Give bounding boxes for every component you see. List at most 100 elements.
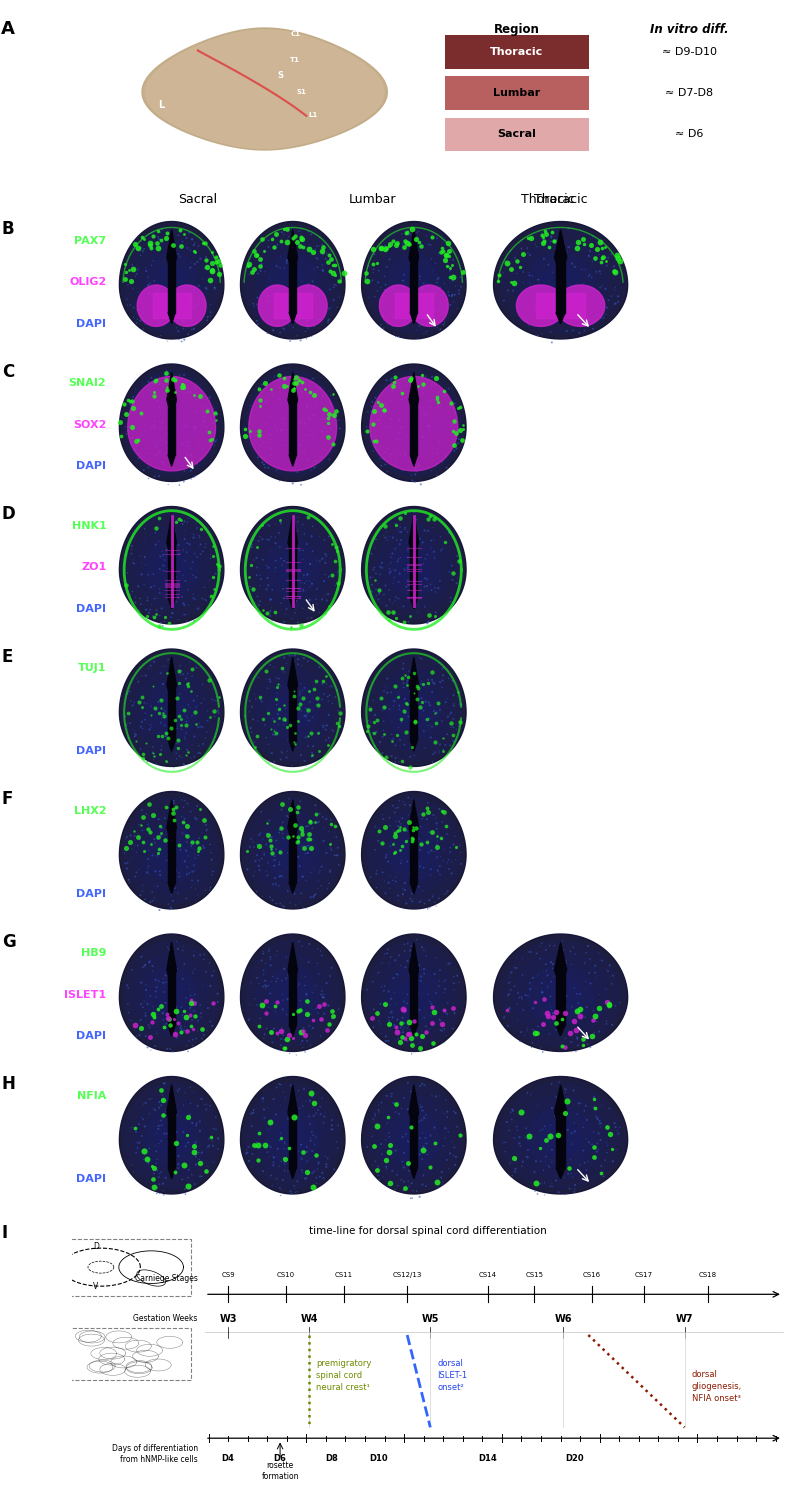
Point bbox=[436, 1170, 449, 1194]
Point bbox=[301, 1140, 314, 1164]
Point bbox=[447, 290, 460, 314]
Point bbox=[430, 981, 443, 1005]
Point bbox=[121, 561, 134, 585]
Point bbox=[451, 419, 464, 442]
Point bbox=[375, 405, 387, 429]
Text: ISLET1: ISLET1 bbox=[64, 990, 106, 999]
Point bbox=[421, 790, 434, 814]
Point bbox=[601, 296, 614, 320]
Point bbox=[132, 598, 145, 622]
Point bbox=[200, 1092, 213, 1116]
Point bbox=[196, 231, 209, 255]
Point bbox=[188, 316, 200, 340]
Point bbox=[207, 396, 220, 420]
Point bbox=[245, 1155, 258, 1179]
Point bbox=[283, 1041, 296, 1065]
Point bbox=[152, 279, 165, 303]
Point bbox=[192, 288, 205, 312]
Point bbox=[169, 296, 182, 320]
Point bbox=[533, 934, 546, 958]
Point bbox=[277, 366, 290, 390]
Point bbox=[282, 1023, 295, 1047]
Point bbox=[144, 237, 157, 261]
Point bbox=[322, 310, 334, 334]
Point bbox=[276, 419, 289, 442]
Point bbox=[200, 818, 213, 842]
Point bbox=[157, 408, 170, 432]
Point bbox=[295, 286, 308, 310]
Point bbox=[262, 555, 275, 579]
Point bbox=[530, 1172, 543, 1196]
Point bbox=[371, 279, 384, 303]
Polygon shape bbox=[241, 507, 345, 624]
Point bbox=[310, 1125, 322, 1149]
Point bbox=[138, 690, 151, 714]
Point bbox=[192, 274, 205, 298]
Point bbox=[156, 1113, 168, 1137]
Polygon shape bbox=[124, 228, 219, 333]
Point bbox=[188, 1134, 200, 1158]
Polygon shape bbox=[398, 550, 430, 586]
Point bbox=[415, 472, 427, 496]
Point bbox=[188, 688, 200, 712]
Point bbox=[369, 1102, 382, 1126]
Point bbox=[504, 1000, 516, 1024]
Point bbox=[314, 549, 326, 573]
Point bbox=[436, 450, 449, 474]
Point bbox=[277, 549, 290, 573]
Point bbox=[448, 282, 461, 306]
Point bbox=[137, 830, 150, 854]
Point bbox=[550, 1168, 563, 1192]
Point bbox=[290, 1042, 302, 1066]
Point bbox=[415, 1108, 428, 1132]
Point bbox=[286, 471, 299, 495]
Point bbox=[300, 1160, 313, 1184]
Point bbox=[243, 262, 256, 286]
Point bbox=[200, 1019, 213, 1042]
Point bbox=[174, 1020, 187, 1044]
Point bbox=[290, 243, 302, 267]
Point bbox=[265, 310, 278, 334]
Point bbox=[132, 574, 144, 598]
Point bbox=[550, 1084, 563, 1108]
Point bbox=[367, 261, 379, 285]
Point bbox=[126, 426, 139, 450]
Point bbox=[153, 580, 166, 604]
Polygon shape bbox=[124, 940, 219, 1046]
Point bbox=[152, 506, 165, 530]
Point bbox=[151, 1158, 164, 1182]
Point bbox=[306, 572, 318, 596]
Text: CS18: CS18 bbox=[491, 1052, 516, 1060]
Point bbox=[525, 226, 537, 251]
Point bbox=[504, 238, 517, 262]
Point bbox=[213, 554, 225, 578]
Point bbox=[383, 561, 396, 585]
Point bbox=[283, 786, 296, 810]
Point bbox=[504, 1150, 516, 1174]
Point bbox=[212, 686, 225, 709]
Point bbox=[277, 810, 290, 834]
Point bbox=[257, 975, 269, 999]
Point bbox=[156, 1000, 169, 1024]
Point bbox=[149, 980, 162, 1004]
Point bbox=[176, 821, 189, 844]
Point bbox=[152, 441, 164, 465]
Point bbox=[333, 285, 346, 309]
Point bbox=[446, 284, 459, 308]
Point bbox=[448, 693, 460, 717]
Point bbox=[137, 1092, 150, 1116]
Point bbox=[410, 414, 423, 438]
Point bbox=[273, 1072, 286, 1096]
Point bbox=[245, 720, 258, 744]
Point bbox=[306, 705, 319, 729]
Point bbox=[270, 1022, 283, 1046]
Point bbox=[133, 813, 146, 837]
Point bbox=[408, 684, 421, 708]
Point bbox=[254, 419, 267, 442]
Point bbox=[244, 574, 257, 598]
Point bbox=[314, 858, 326, 882]
Text: dorsal
ISLET-1
onset²: dorsal ISLET-1 onset² bbox=[438, 1359, 468, 1392]
Point bbox=[285, 616, 298, 640]
Point bbox=[314, 939, 327, 963]
Point bbox=[327, 249, 340, 273]
